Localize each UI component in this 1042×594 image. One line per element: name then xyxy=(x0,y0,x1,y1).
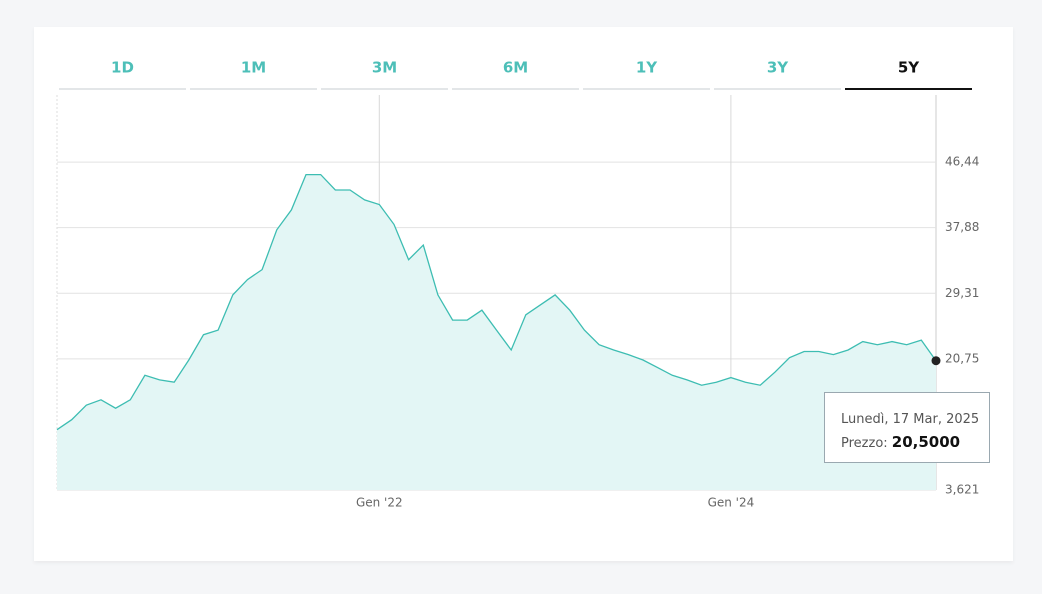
y-tick-label: 46,44 xyxy=(945,155,979,169)
tooltip-label: Prezzo: xyxy=(841,436,888,451)
tab[interactable]: 3Y xyxy=(767,59,789,77)
tab[interactable]: 3M xyxy=(372,59,397,77)
tab[interactable]: 6M xyxy=(503,59,528,77)
area xyxy=(57,174,936,490)
y-tick-label: 37,88 xyxy=(945,220,979,234)
line xyxy=(56,173,937,431)
y-tick-label: 20,75 xyxy=(945,351,979,365)
y-tick-label: 29,31 xyxy=(945,286,979,300)
tab[interactable]: 1M xyxy=(241,59,266,77)
x-tick-label: Gen '24 xyxy=(708,496,755,510)
y-tick-label: 3,621 xyxy=(945,483,979,497)
tab[interactable]: 1Y xyxy=(636,59,658,77)
tab[interactable]: 1D xyxy=(111,59,134,77)
tab[interactable]: 5Y xyxy=(898,59,920,77)
hover-point xyxy=(931,356,941,366)
tooltip-price: Prezzo: 20,5000 xyxy=(841,431,989,455)
tooltip-date: Lunedì, 17 Mar, 2025 xyxy=(841,412,980,427)
x-tick-label: Gen '22 xyxy=(356,496,403,510)
tooltip-value: 20,5000 xyxy=(891,433,961,451)
tooltip: Lunedì, 17 Mar, 2025 Prezzo: 20,5000 xyxy=(824,392,990,463)
